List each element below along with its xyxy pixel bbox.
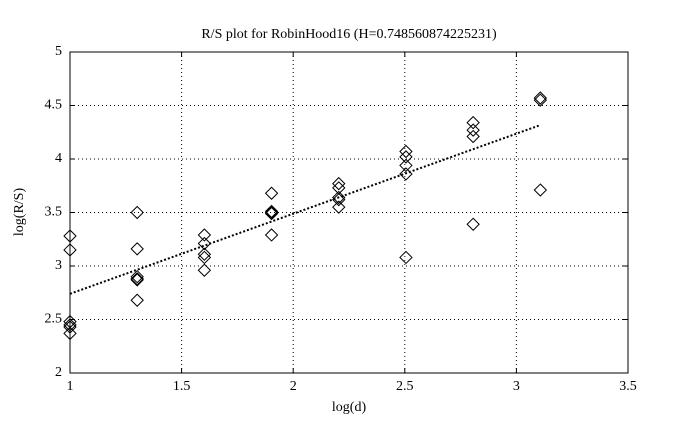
x-tick-label: 1 bbox=[67, 379, 74, 394]
y-tick-label: 2.5 bbox=[45, 312, 63, 327]
point bbox=[197, 250, 212, 265]
point bbox=[130, 242, 144, 256]
point bbox=[130, 273, 144, 287]
point bbox=[63, 326, 77, 341]
point bbox=[264, 186, 279, 200]
point bbox=[332, 176, 346, 191]
y-tick-label: 5 bbox=[55, 44, 62, 59]
point bbox=[264, 204, 279, 219]
point bbox=[130, 269, 144, 284]
x-tick-label: 3 bbox=[513, 379, 520, 394]
point bbox=[466, 217, 480, 231]
point bbox=[399, 250, 413, 265]
y-tick-label: 3.5 bbox=[45, 205, 63, 220]
point bbox=[533, 91, 548, 105]
point bbox=[63, 229, 77, 243]
fit-line bbox=[69, 124, 541, 295]
point bbox=[63, 318, 77, 332]
y-tick-label: 2 bbox=[55, 365, 62, 380]
point bbox=[130, 205, 144, 220]
y-tick-label: 4 bbox=[55, 151, 62, 166]
point bbox=[264, 228, 279, 242]
point bbox=[197, 247, 212, 261]
point bbox=[332, 192, 346, 207]
x-axis-label: log(d) bbox=[332, 400, 367, 415]
point bbox=[264, 206, 279, 221]
point bbox=[466, 123, 480, 137]
point bbox=[63, 243, 77, 257]
x-tick-label: 2.5 bbox=[396, 379, 414, 394]
x-tick-label: 1.5 bbox=[173, 379, 191, 394]
point bbox=[533, 183, 548, 197]
plot-frame bbox=[69, 51, 629, 374]
y-tick-label: 4.5 bbox=[45, 98, 63, 113]
point bbox=[63, 320, 77, 334]
point bbox=[533, 93, 548, 107]
point bbox=[264, 205, 279, 220]
point bbox=[197, 236, 212, 251]
point bbox=[130, 272, 144, 286]
x-tick-label: 3.5 bbox=[619, 379, 637, 394]
point bbox=[399, 150, 413, 164]
point bbox=[332, 200, 346, 214]
x-tick-label: 2 bbox=[290, 379, 297, 394]
point bbox=[399, 144, 413, 159]
point bbox=[399, 158, 413, 173]
chart-title: R/S plot for RobinHood16 (H=0.7485608742… bbox=[201, 27, 497, 42]
y-tick-label: 3 bbox=[55, 258, 62, 273]
point bbox=[466, 129, 480, 144]
point bbox=[197, 263, 212, 277]
point bbox=[130, 293, 144, 307]
y-axis-label: log(R/S) bbox=[12, 188, 27, 237]
point bbox=[197, 228, 212, 242]
point bbox=[466, 115, 480, 130]
